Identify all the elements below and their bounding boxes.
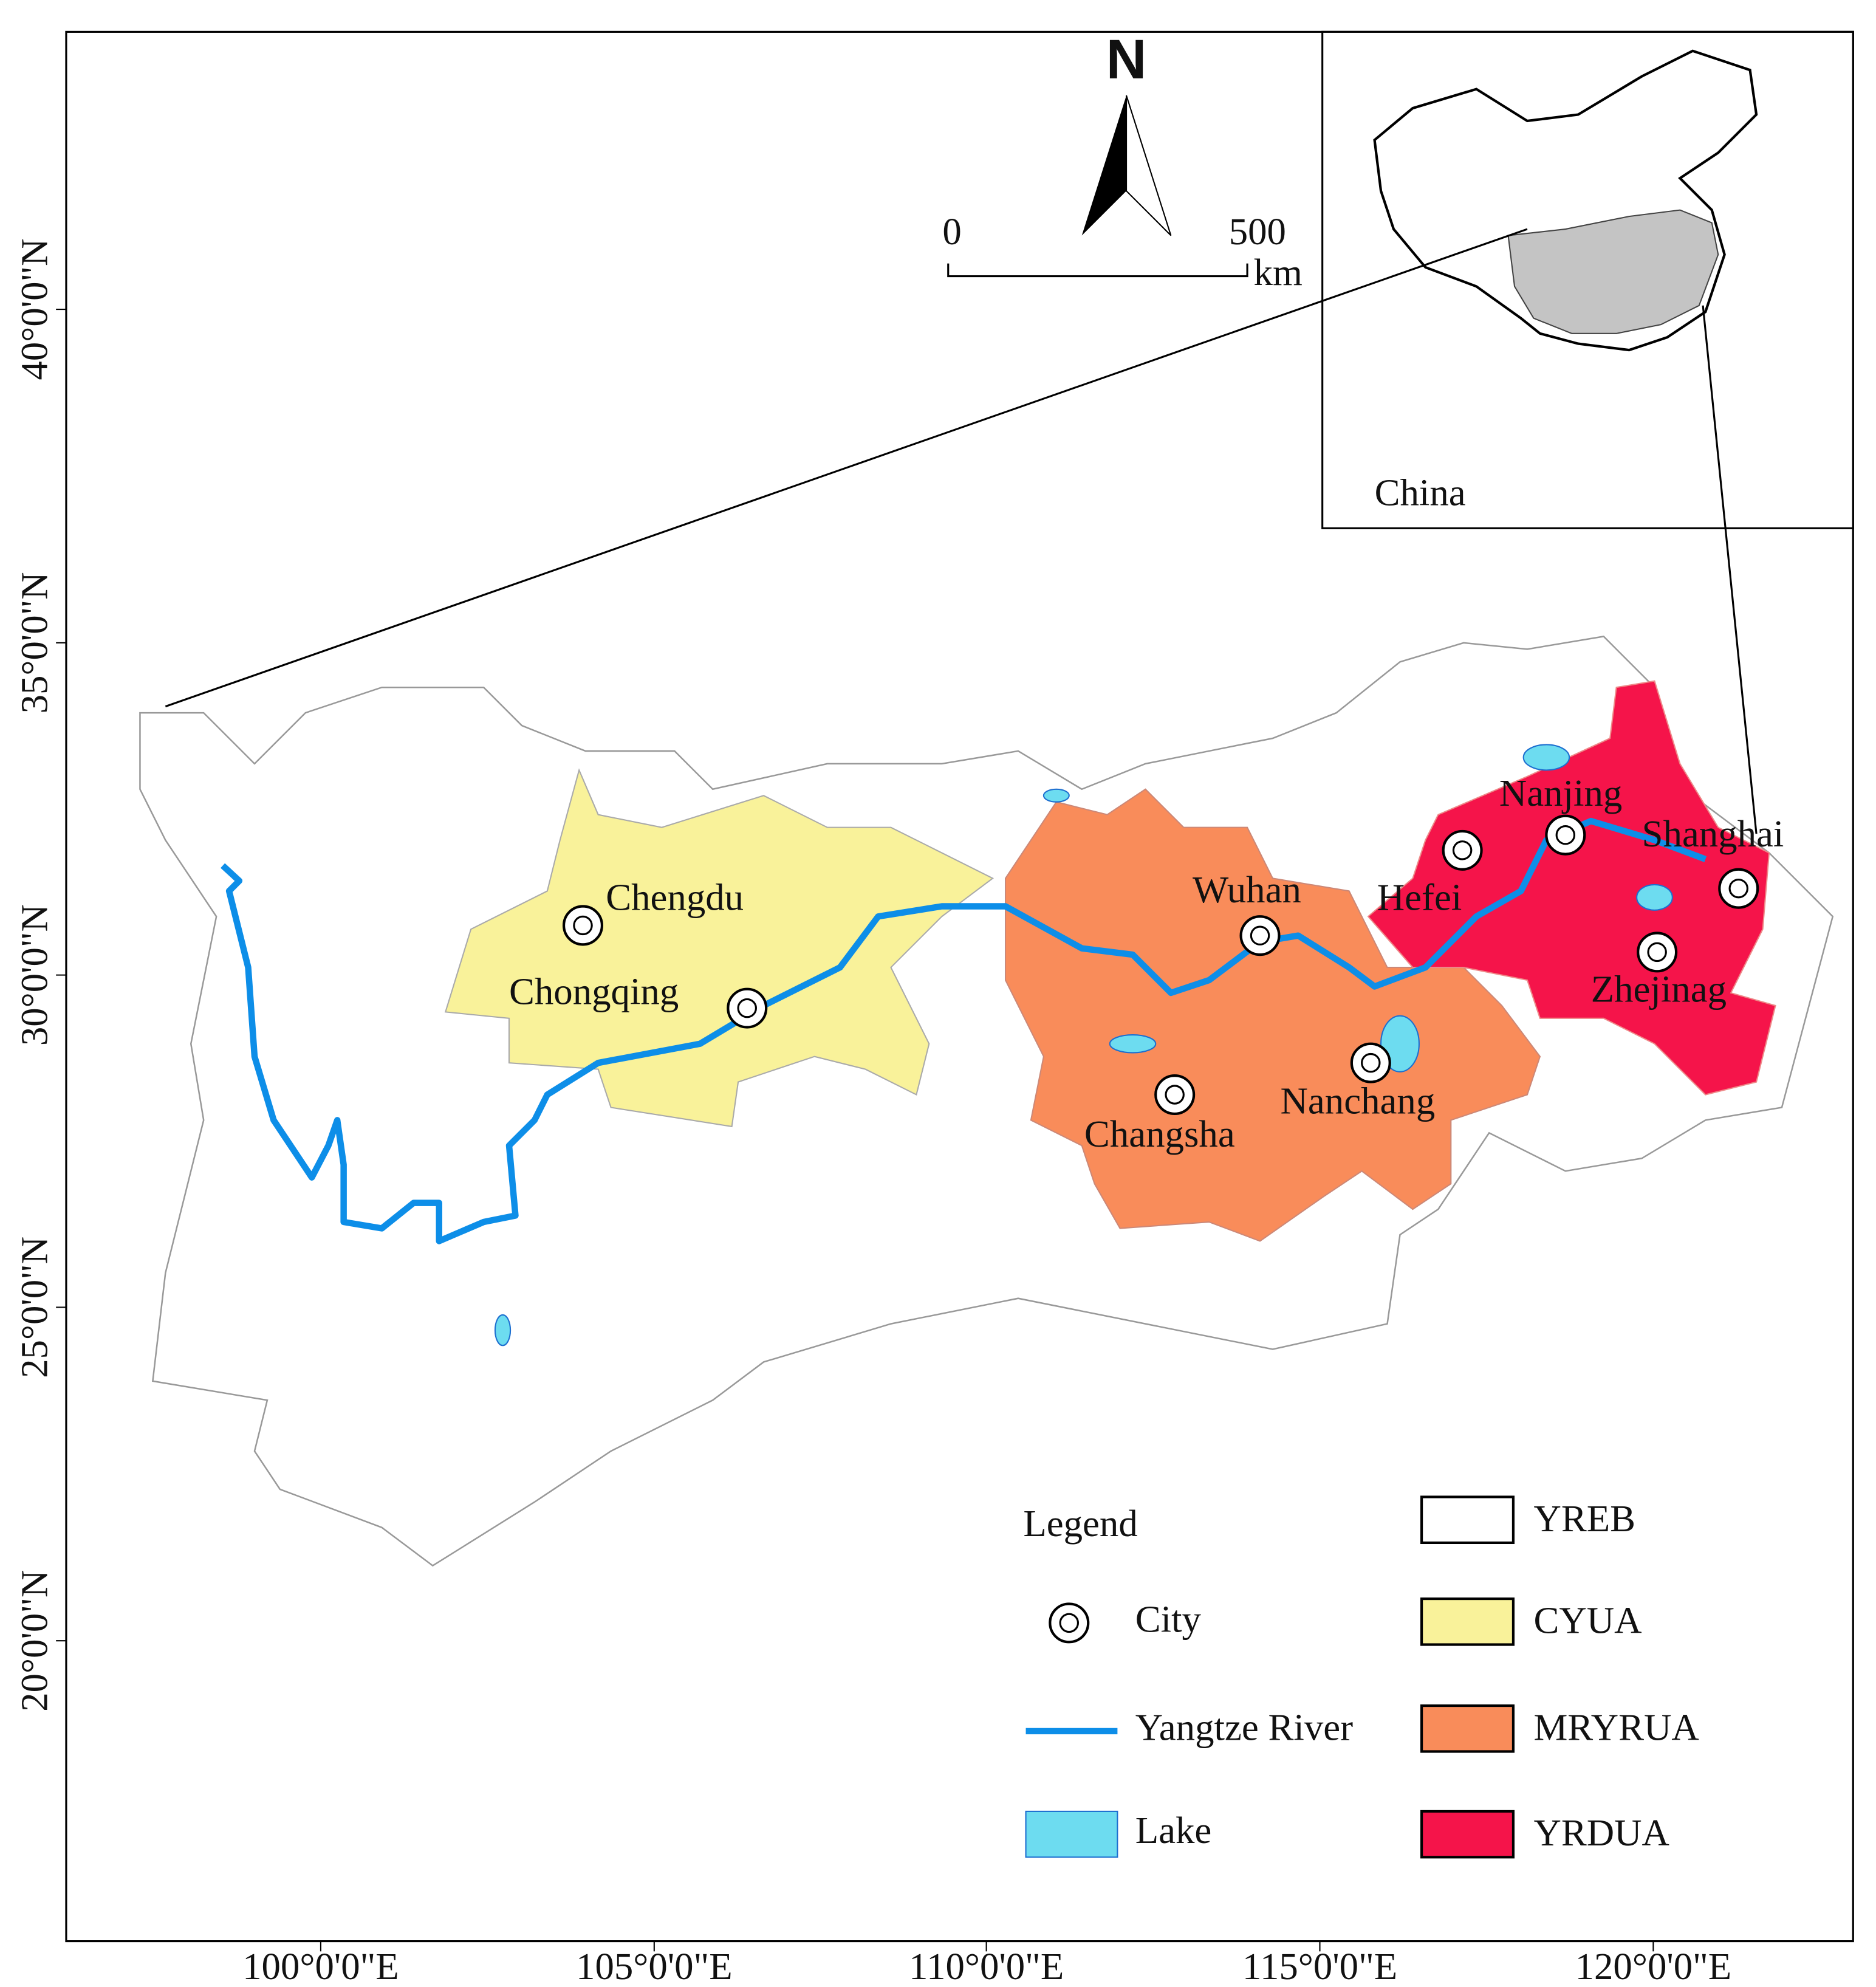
lat-label: 40°0'0"N [13,238,55,380]
city-marker [562,905,604,946]
city-marker [727,987,768,1029]
lake [494,1314,512,1347]
legend-region-swatch [1420,1597,1515,1646]
city-label: Wuhan [1193,868,1301,911]
city-marker [1718,868,1759,909]
lon-label: 120°0'0"E [1575,1945,1732,1987]
zoom-line [165,228,1528,708]
lake [1522,744,1570,771]
legend-region-swatch [1420,1810,1515,1859]
mryrua-region [1004,788,1541,1242]
city-marker-inner [1555,825,1576,845]
city-marker [1545,814,1586,856]
lon-label: 110°0'0"E [909,1945,1064,1987]
map-frame [65,30,1854,1943]
legend-region-label: YRDUA [1533,1811,1669,1854]
scale-end: 500 [1229,210,1286,253]
city-label: Changsha [1084,1113,1235,1155]
legend-region-swatch [1420,1704,1515,1753]
lake [1042,788,1070,803]
legend-region-label: CYUA [1533,1599,1642,1641]
city-label: Zhejinag [1591,967,1727,1010]
north-label: N [1106,28,1147,91]
lat-label: 30°0'0"N [13,904,55,1046]
lat-label: 35°0'0"N [13,572,55,713]
legend-region-label: MRYRUA [1533,1706,1699,1748]
legend-region-label: YREB [1533,1497,1635,1540]
legend-label: Lake [1135,1809,1212,1851]
legend-city-symbol-inner [1059,1613,1080,1633]
city-marker-inner [1361,1052,1381,1073]
legend-region-swatch [1420,1495,1515,1545]
lake [1380,1015,1420,1072]
city-label: Nanjing [1499,772,1622,814]
scale-start: 0 [942,210,961,253]
lat-label: 20°0'0"N [13,1570,55,1712]
city-label: Chongqing [509,970,679,1013]
legend-city-symbol [1049,1602,1090,1644]
lon-label: 100°0'0"E [242,1945,399,1987]
legend-label: City [1135,1597,1202,1640]
scale-bar [947,263,1248,278]
city-marker-inner [1452,840,1473,860]
lon-label: 115°0'0"E [1242,1945,1397,1987]
city-marker [1350,1042,1391,1083]
lon-label: 105°0'0"E [576,1945,733,1987]
china-yreb [1507,209,1719,334]
legend-label: Yangtze River [1135,1706,1353,1748]
city-label: Nanchang [1281,1080,1436,1122]
inset-label: China [1375,471,1466,513]
city-marker [1442,829,1483,871]
city-label: Hefei [1377,876,1462,919]
lakes [494,744,1673,1347]
city-marker-inner [1647,942,1667,963]
city-marker-inner [1728,878,1748,899]
city-marker-inner [573,915,593,936]
city-marker-inner [737,998,757,1018]
north-arrow-light [1126,95,1172,236]
city-marker-inner [1250,925,1270,945]
city-marker [1154,1074,1196,1116]
city-marker [1637,932,1678,973]
lake [1636,884,1673,911]
scale-unit: km [1254,251,1303,293]
city-label: Shanghai [1642,812,1784,855]
city-marker-inner [1165,1085,1185,1105]
legend-lake-symbol [1025,1810,1118,1858]
lat-label: 25°0'0"N [13,1237,55,1378]
city-marker [1239,915,1281,956]
zoom-line [1702,305,1758,834]
yangtze-river [221,817,1707,1244]
yrdua-region [1367,680,1776,1096]
lake [1109,1034,1157,1054]
city-label: Chengdu [606,876,744,919]
cyua-region [444,768,994,1128]
legend-title: Legend [1023,1502,1137,1545]
